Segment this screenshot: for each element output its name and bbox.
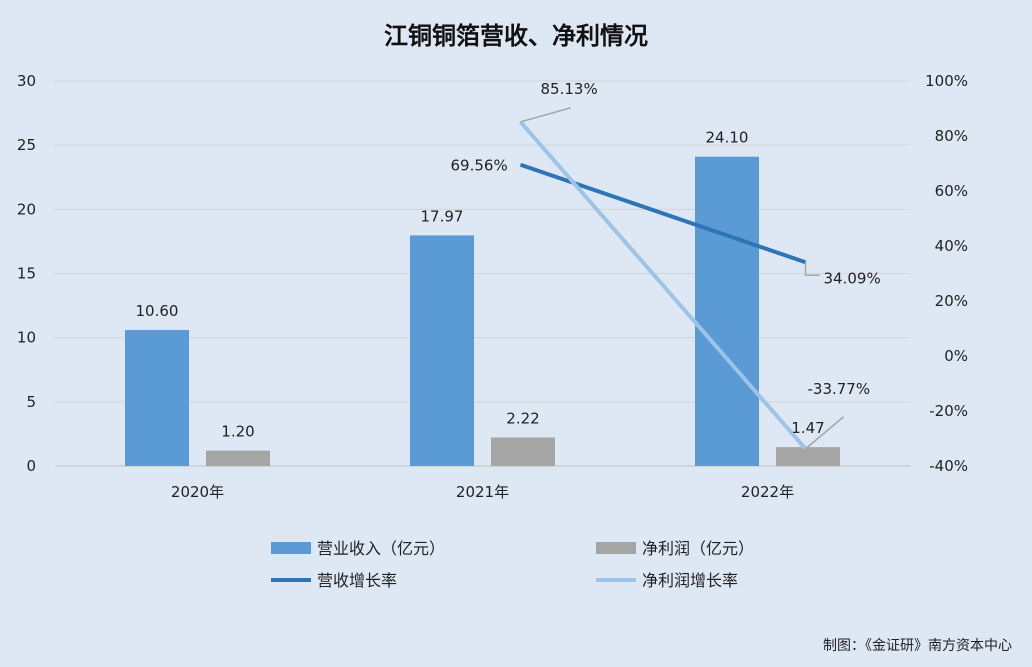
bar-value-label: 10.60 xyxy=(136,302,179,320)
right-tick-label: -40% xyxy=(929,457,968,475)
left-tick-label: 5 xyxy=(26,393,36,411)
right-tick-label: 20% xyxy=(935,292,968,310)
bar xyxy=(776,447,840,466)
revenue-growth-line xyxy=(519,162,807,265)
line-value-label: 85.13% xyxy=(541,80,598,98)
legend-label: 营业收入（亿元） xyxy=(317,539,445,558)
x-tick-label: 2022年 xyxy=(741,483,794,501)
right-tick-label: 100% xyxy=(925,72,968,90)
bar xyxy=(125,329,189,466)
left-tick-label: 20 xyxy=(17,200,36,218)
left-axis: 0 5 10 15 20 25 30 xyxy=(17,72,36,475)
right-tick-label: 80% xyxy=(935,127,968,145)
x-axis: 2020年 2021年 2022年 xyxy=(171,483,794,501)
bar xyxy=(491,437,555,466)
bar xyxy=(695,156,759,466)
bar xyxy=(206,450,270,466)
left-tick-label: 25 xyxy=(17,136,36,154)
bar xyxy=(410,235,474,466)
bar-value-label: 24.10 xyxy=(706,129,749,147)
data-labels: 10.60 17.97 24.10 1.20 2.22 1.47 69.56% 34.09% 8… xyxy=(136,80,881,450)
chart-title: 江铜铜箔营收、净利情况 xyxy=(384,22,648,50)
x-tick-label: 2020年 xyxy=(171,483,224,501)
bar-value-label: 2.22 xyxy=(506,410,539,428)
chart-credit: 制图：《金证研》南方资本中心 xyxy=(823,638,1012,654)
left-tick-label: 0 xyxy=(26,457,36,475)
lines xyxy=(518,120,808,451)
legend-swatch xyxy=(596,542,636,554)
right-tick-label: 0% xyxy=(944,347,968,365)
profit-growth-line xyxy=(518,120,808,451)
legend: 营业收入（亿元） 净利润（亿元） 营收增长率 净利润增长率 xyxy=(271,539,754,590)
bars xyxy=(125,156,840,466)
legend-swatch xyxy=(271,542,311,554)
right-tick-label: 40% xyxy=(935,237,968,255)
legend-label: 净利润增长率 xyxy=(642,571,738,590)
right-axis: -40% -20% 0% 20% 40% 60% 80% 100% xyxy=(925,72,968,475)
legend-label: 营收增长率 xyxy=(317,571,397,590)
x-tick-label: 2021年 xyxy=(456,483,509,501)
left-tick-label: 15 xyxy=(17,265,36,283)
right-tick-label: 60% xyxy=(935,182,968,200)
legend-label: 净利润（亿元） xyxy=(642,539,754,558)
left-tick-label: 10 xyxy=(17,329,36,347)
label-leader-line xyxy=(520,107,571,123)
line-value-label: 69.56% xyxy=(451,157,508,175)
label-leader-line xyxy=(804,262,820,277)
line-value-label: -33.77% xyxy=(808,380,871,398)
gridlines xyxy=(55,80,910,467)
line-value-label: 34.09% xyxy=(824,269,881,287)
label-leader-line xyxy=(805,416,844,450)
bar-value-label: 1.47 xyxy=(791,419,824,437)
bar-value-label: 17.97 xyxy=(421,207,464,225)
bar-value-label: 1.20 xyxy=(221,423,254,441)
right-tick-label: -20% xyxy=(929,402,968,420)
left-tick-label: 30 xyxy=(17,72,36,90)
